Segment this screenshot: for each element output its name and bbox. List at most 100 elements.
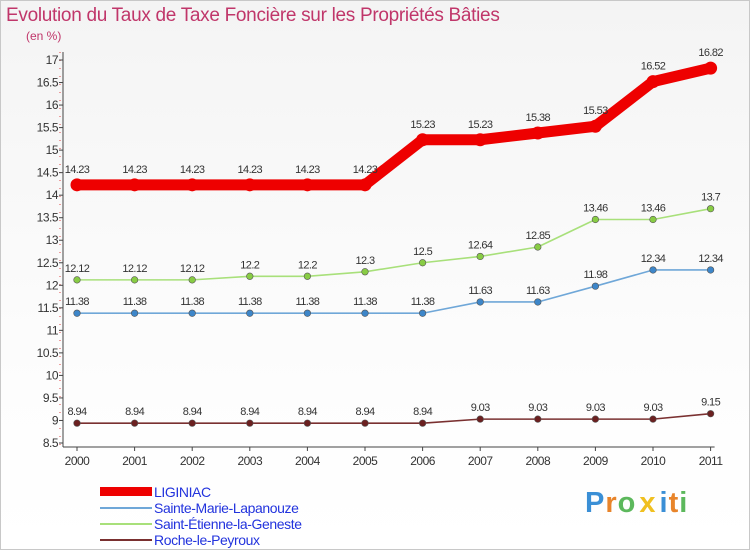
data-point [591,282,600,290]
data-point [303,272,312,280]
data-label: 15.23 [410,119,435,131]
data-point [361,419,369,427]
data-point [534,415,542,423]
data-label: 8.94 [240,406,259,418]
data-label: 11.63 [526,285,550,297]
data-label: 16.82 [698,47,723,59]
data-point [131,276,139,284]
data-point [416,133,430,147]
data-point [361,309,369,317]
legend-label: Saint-Étienne-la-Geneste [154,516,302,532]
data-point [649,266,657,274]
y-tick-label: 12 [46,278,59,292]
data-label: 13.46 [641,203,666,215]
logo-letter: x [639,487,657,519]
y-tick-label: 16.5 [37,76,59,90]
data-label: 12.2 [240,259,259,271]
y-tick-label: 13 [46,233,59,247]
data-label: 11.38 [411,296,435,308]
data-label: 9.03 [643,402,662,414]
x-tick-label: 2011 [699,454,724,468]
x-tick-label: 2002 [180,454,206,468]
data-label: 14.23 [65,164,90,176]
x-tick-label: 2007 [468,454,494,468]
series-line-0 [71,62,717,191]
data-label: 11.98 [584,269,608,281]
data-point [73,419,81,427]
data-label: 13.7 [701,192,720,204]
series-line-2 [76,207,712,281]
x-tick-label: 2009 [583,454,609,468]
data-label: 15.53 [583,105,608,117]
data-point [591,415,600,423]
data-point [243,178,257,192]
data-point [531,126,545,140]
data-point [591,215,600,224]
data-point [588,119,602,133]
data-label: 14.23 [180,164,205,176]
data-label: 12.12 [65,263,90,275]
data-label: 11.38 [238,296,262,308]
data-label: 9.03 [528,402,547,414]
data-point [706,266,715,274]
x-tick-label: 2005 [353,454,379,468]
data-point [534,298,542,306]
logo-letter: r [605,487,618,519]
data-point [706,410,715,418]
data-point [704,61,718,75]
data-point [361,268,369,276]
data-label: 14.23 [353,164,378,176]
data-label: 8.94 [413,406,432,418]
series-line-1 [76,269,712,315]
data-label: 9.03 [471,402,490,414]
data-point [246,419,254,427]
data-point [303,309,312,317]
data-point [300,178,314,192]
data-label: 11.38 [123,296,147,308]
y-tick-label: 13.5 [37,211,59,225]
logo-letter: P [585,487,606,519]
y-tick-label: 11 [47,323,59,337]
data-point [358,178,372,192]
data-label: 14.23 [238,164,263,176]
y-tick-label: 15 [46,143,59,157]
data-label: 11.63 [468,285,492,297]
logo-letter: t [668,487,680,519]
data-label: 8.94 [183,406,202,418]
data-label: 12.34 [641,253,666,265]
y-tick-label: 8.5 [43,436,59,450]
y-tick-label: 10 [46,368,59,382]
x-tick-label: 2008 [525,454,551,468]
data-point [419,309,427,317]
data-point [73,276,81,284]
data-point [246,309,254,317]
legend-label: Sainte-Marie-Lapanouze [154,500,299,516]
data-point [534,243,542,251]
data-point [188,309,196,317]
y-tick-label: 17 [46,53,59,67]
data-point [476,298,484,306]
legend-swatch [100,539,152,541]
legend-swatch [100,507,152,509]
x-tick-label: 2006 [410,454,436,468]
data-label: 11.38 [65,296,89,308]
data-label: 12.85 [526,230,551,242]
data-label: 9.15 [701,397,720,409]
data-label: 8.94 [67,406,86,418]
data-label: 15.38 [526,112,551,124]
data-point [476,415,484,423]
chart-title: Evolution du Taux de Taxe Foncière sur l… [6,5,500,26]
data-label: 14.23 [295,164,320,176]
x-tick-label: 2004 [295,454,321,468]
data-point [303,419,312,427]
x-tick-label: 2003 [237,454,263,468]
y-tick-label: 9 [52,413,59,427]
data-label: 12.12 [122,263,147,275]
series-line-3 [76,412,712,424]
data-label: 12.2 [298,259,317,271]
data-point [476,252,484,261]
legend-swatch [100,487,152,496]
y-tick-label: 12.5 [37,256,59,270]
data-point [185,178,199,192]
